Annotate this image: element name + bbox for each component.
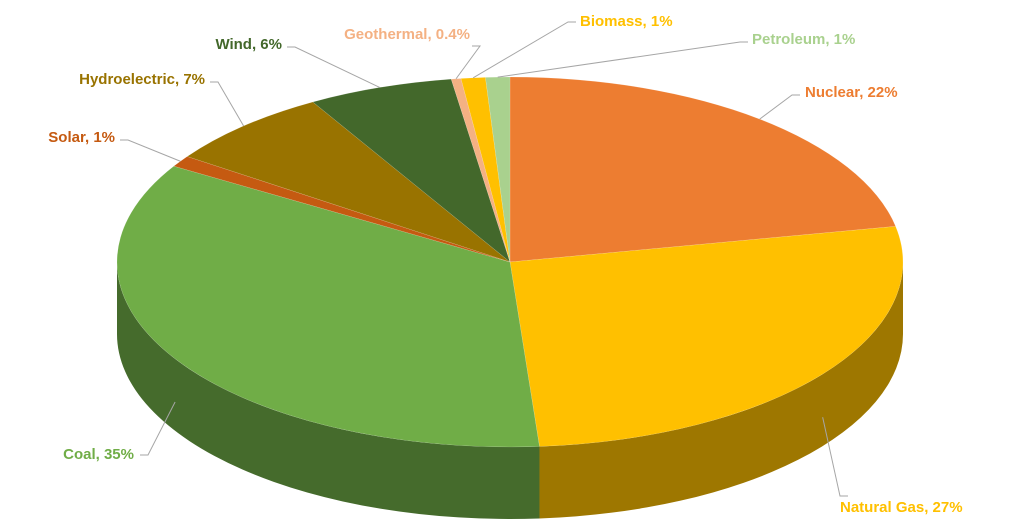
pie-slice [116,165,540,448]
data-label: Petroleum, 1% [752,31,855,48]
data-label: Biomass, 1% [580,13,673,30]
leader-line [472,21,576,79]
pie-slice [509,76,896,263]
pie-side [117,262,540,519]
leader-line [497,41,748,78]
data-label: Coal, 35% [63,446,134,463]
pie-slice [186,101,511,263]
data-label: Natural Gas, 27% [840,499,963,516]
data-label: Geothermal, 0.4% [344,26,470,43]
pie-side [539,262,903,519]
pie-slice [509,226,904,447]
leader-line [140,401,176,456]
leader-line [287,46,380,88]
pie-slice [312,78,511,263]
leader-line [759,94,800,120]
data-label: Wind, 6% [215,36,282,53]
pie-slice [173,156,511,263]
pie-slice [450,78,511,263]
data-label: Solar, 1% [48,129,115,146]
leader-line [210,81,245,127]
leader-line [455,45,481,80]
data-label: Nuclear, 22% [805,84,898,101]
leader-line [822,417,848,497]
leader-line [120,139,181,162]
data-label: Hydroelectric, 7% [79,71,205,88]
